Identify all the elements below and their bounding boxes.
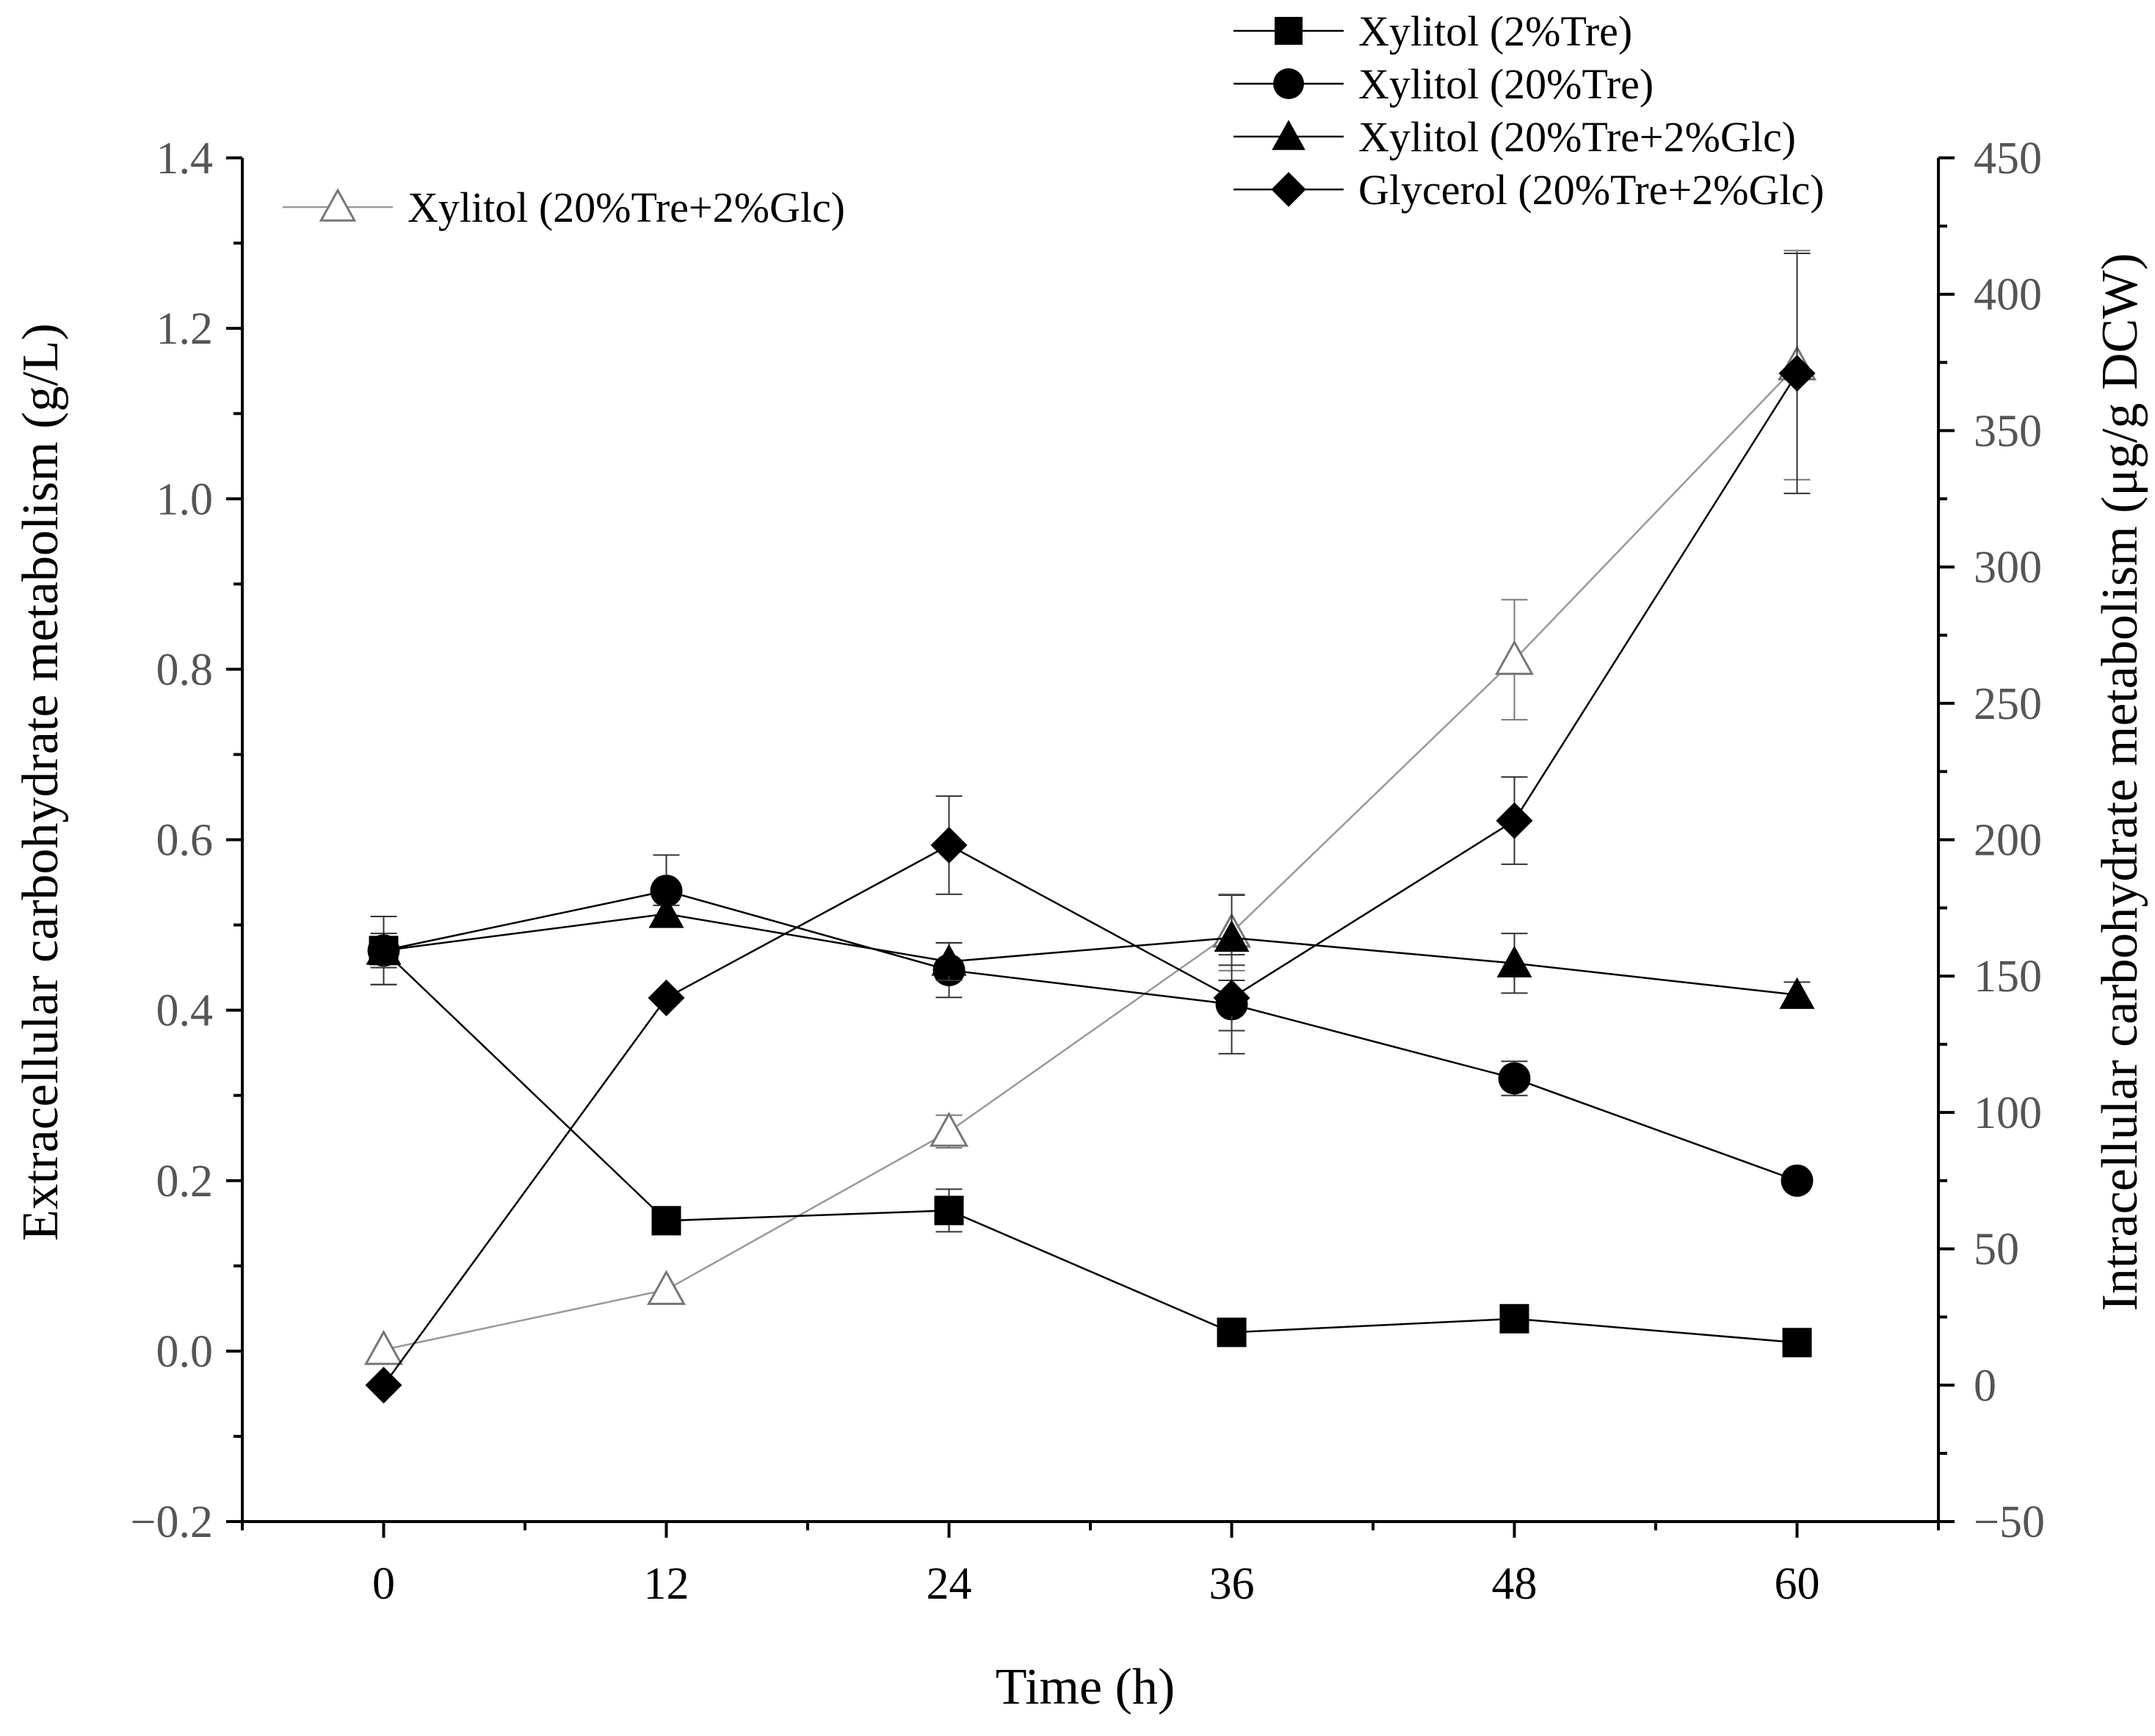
y-left-tick-label: 0.2	[156, 1157, 214, 1207]
x-tick-label: 48	[1492, 1559, 1538, 1609]
y-right-tick-label: 450	[1974, 134, 2042, 184]
legend-marker	[1273, 68, 1304, 99]
data-point	[934, 1196, 964, 1226]
x-axis-title: Time (h)	[996, 1659, 1175, 1715]
series-3	[365, 252, 1816, 1404]
data-point	[1779, 977, 1815, 1009]
series-line	[383, 913, 1797, 996]
y-right-tick-label: −50	[1974, 1497, 2045, 1547]
data-point	[648, 979, 685, 1016]
series-line	[383, 889, 1797, 1182]
x-tick-label: 60	[1775, 1559, 1820, 1609]
y-right-axis-title: Intracellular carbohydrate metabolism (μ…	[2092, 253, 2148, 1312]
data-point	[1494, 640, 1535, 676]
data-point	[366, 933, 402, 965]
y-right-tick-label: 0	[1974, 1361, 1996, 1411]
data-point	[1781, 1164, 1814, 1197]
y-left-tick-label: 1.2	[156, 304, 214, 354]
data-point	[365, 1367, 402, 1404]
series-0	[369, 915, 1812, 1358]
data-point	[1496, 802, 1533, 839]
series-line	[383, 364, 1798, 1351]
data-point	[363, 1329, 404, 1365]
y-right-tick-label: 400	[1974, 270, 2042, 320]
series-line	[383, 372, 1798, 1386]
data-point	[1499, 1303, 1529, 1334]
series-4	[363, 250, 1817, 1365]
series-line	[383, 950, 1797, 1344]
legend-label: Xylitol (20%Tre)	[1358, 60, 1654, 108]
y-left-tick-label: −0.2	[131, 1497, 213, 1547]
data-point	[931, 944, 967, 976]
data-point	[929, 1111, 969, 1147]
data-point	[650, 875, 683, 908]
legend-marker	[1271, 172, 1306, 207]
legend-marker	[1275, 17, 1303, 45]
series-layer	[363, 250, 1817, 1404]
series-1	[367, 854, 1814, 1197]
legend-label: Xylitol (20%Tre+2%Glc)	[408, 184, 845, 231]
y-left-axis-title: Extracellular carbohydrate metabolism (g…	[12, 323, 69, 1241]
y-right-tick-label: 100	[1974, 1088, 2042, 1138]
y-right-tick-label: 50	[1974, 1225, 2019, 1275]
data-point	[646, 1270, 687, 1306]
y-right-tick-label: 150	[1974, 952, 2042, 1002]
x-tick-label: 36	[1209, 1559, 1255, 1609]
y-left-tick-label: 0.8	[156, 645, 214, 695]
data-point	[648, 896, 684, 928]
legend-label: Xylitol (2%Tre)	[1358, 7, 1632, 55]
x-tick-label: 0	[372, 1559, 395, 1609]
y-right-tick-label: 350	[1974, 406, 2042, 456]
legend-marker	[1272, 120, 1305, 151]
legend-layer: Xylitol (20%Tre+2%Glc)Xylitol (2%Tre)Xyl…	[283, 7, 1825, 231]
data-point	[1214, 919, 1250, 952]
series-2	[366, 894, 1815, 1009]
y-right-tick-label: 250	[1974, 679, 2042, 729]
data-point	[1213, 979, 1250, 1016]
x-tick-label: 24	[927, 1559, 972, 1609]
y-left-tick-label: 1.0	[156, 474, 214, 524]
y-right-tick-label: 300	[1974, 543, 2042, 593]
y-left-tick-label: 1.4	[156, 134, 214, 184]
legend-marker	[319, 188, 357, 222]
y-left-tick-label: 0.0	[156, 1327, 214, 1377]
y-left-tick-label: 0.4	[156, 986, 214, 1036]
legend-top-left: Xylitol (20%Tre+2%Glc)	[283, 184, 845, 231]
data-point	[1217, 1317, 1247, 1348]
data-point	[930, 826, 968, 864]
axes: 0 12 24 36 48 60 −0.2 0.0 0.2 0.4 0.6 0.8 1.0 1.2 1.4 −…	[131, 134, 2045, 1609]
x-tick-label: 12	[644, 1559, 689, 1609]
legend-top-right: Xylitol (2%Tre) Xylitol (20%Tre) Xylitol (…	[1234, 7, 1825, 214]
data-point	[1496, 945, 1532, 977]
y-right-tick-label: 200	[1974, 816, 2042, 866]
data-point	[1498, 1062, 1531, 1095]
data-point	[651, 1206, 681, 1236]
y-left-tick-label: 0.6	[156, 816, 214, 866]
data-point	[1778, 355, 1816, 392]
data-point	[1782, 1328, 1812, 1358]
legend-label: Glycerol (20%Tre+2%Glc)	[1358, 166, 1825, 214]
legend-label: Xylitol (20%Tre+2%Glc)	[1358, 113, 1796, 161]
